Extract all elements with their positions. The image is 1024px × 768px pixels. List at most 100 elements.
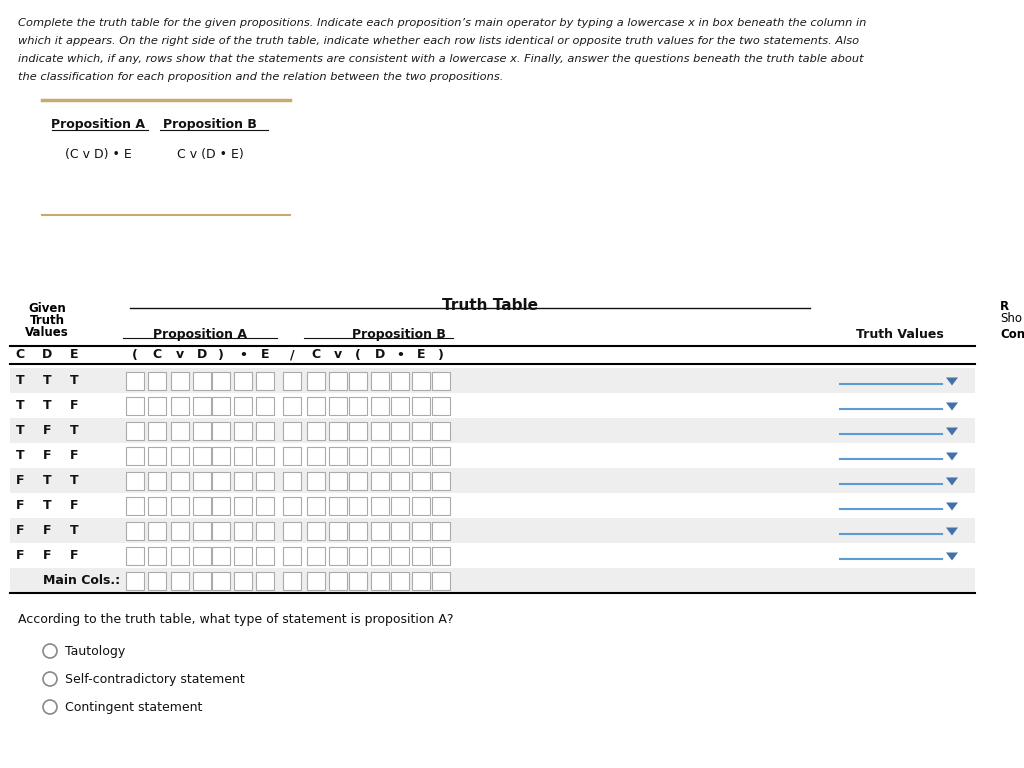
Text: v: v (334, 349, 342, 362)
Bar (283, 521, 301, 539)
Text: T: T (15, 399, 25, 412)
Text: C: C (15, 349, 25, 362)
Bar (412, 396, 430, 415)
Text: F: F (15, 474, 25, 487)
Bar (307, 396, 325, 415)
Bar (234, 422, 252, 439)
Bar (283, 422, 301, 439)
Text: (C v D) • E: (C v D) • E (65, 148, 131, 161)
Text: Sho: Sho (1000, 312, 1022, 325)
Text: Self-contradictory statement: Self-contradictory statement (65, 673, 245, 686)
Text: Truth Table: Truth Table (442, 298, 538, 313)
Bar (256, 422, 274, 439)
Text: ): ) (218, 349, 224, 362)
Bar (148, 446, 166, 465)
Bar (371, 571, 389, 590)
Text: T: T (70, 474, 78, 487)
Bar (126, 547, 144, 564)
Bar (171, 571, 189, 590)
Bar (283, 571, 301, 590)
Text: C v (D • E): C v (D • E) (176, 148, 244, 161)
Bar (171, 422, 189, 439)
Text: Proposition B: Proposition B (163, 118, 257, 131)
Bar (193, 496, 211, 515)
Bar (371, 521, 389, 539)
Bar (193, 422, 211, 439)
Text: (: ( (355, 349, 360, 362)
Bar (148, 496, 166, 515)
Bar (432, 446, 450, 465)
Bar (256, 571, 274, 590)
Bar (412, 422, 430, 439)
Bar (234, 396, 252, 415)
Bar (148, 521, 166, 539)
Bar (193, 521, 211, 539)
Bar (212, 422, 230, 439)
Text: (: ( (132, 349, 138, 362)
Bar (212, 521, 230, 539)
Text: Contingent statement: Contingent statement (65, 700, 203, 713)
Bar (307, 547, 325, 564)
Bar (212, 372, 230, 389)
Bar (283, 446, 301, 465)
Bar (329, 571, 347, 590)
Bar (329, 372, 347, 389)
Polygon shape (946, 428, 958, 435)
Text: T: T (15, 374, 25, 387)
Polygon shape (946, 402, 958, 411)
Bar (256, 396, 274, 415)
Bar (432, 547, 450, 564)
Text: D: D (42, 349, 52, 362)
Bar (391, 446, 409, 465)
Bar (193, 547, 211, 564)
Text: Proposition B: Proposition B (351, 328, 445, 341)
Text: F: F (15, 549, 25, 562)
Bar (391, 472, 409, 489)
Text: T: T (70, 524, 78, 537)
Bar (283, 396, 301, 415)
Bar (283, 372, 301, 389)
Bar (371, 547, 389, 564)
Bar (193, 396, 211, 415)
Bar (432, 396, 450, 415)
Bar (212, 571, 230, 590)
Text: F: F (70, 499, 78, 512)
Bar (193, 571, 211, 590)
Text: Proposition A: Proposition A (51, 118, 145, 131)
Bar (329, 396, 347, 415)
Bar (432, 521, 450, 539)
Bar (148, 422, 166, 439)
Text: D: D (197, 349, 207, 362)
Text: Values: Values (26, 326, 69, 339)
Bar (148, 372, 166, 389)
Bar (10, 468, 975, 493)
Bar (256, 496, 274, 515)
Bar (349, 372, 367, 389)
Bar (171, 396, 189, 415)
Bar (126, 472, 144, 489)
Bar (432, 372, 450, 389)
Text: v: v (176, 349, 184, 362)
Bar (349, 446, 367, 465)
Bar (256, 372, 274, 389)
Text: F: F (15, 524, 25, 537)
Text: /: / (290, 349, 294, 362)
Text: T: T (15, 449, 25, 462)
Bar (234, 372, 252, 389)
Bar (256, 472, 274, 489)
Text: Main Cols.:: Main Cols.: (43, 574, 120, 587)
Text: According to the truth table, what type of statement is proposition A?: According to the truth table, what type … (18, 613, 454, 626)
Bar (148, 472, 166, 489)
Text: T: T (43, 499, 51, 512)
Text: indicate which, if any, rows show that the statements are consistent with a lowe: indicate which, if any, rows show that t… (18, 54, 863, 64)
Bar (283, 496, 301, 515)
Bar (212, 472, 230, 489)
Polygon shape (946, 552, 958, 561)
Bar (234, 547, 252, 564)
Text: T: T (70, 424, 78, 437)
Bar (171, 547, 189, 564)
Bar (126, 422, 144, 439)
Bar (329, 472, 347, 489)
Text: T: T (43, 374, 51, 387)
Bar (171, 496, 189, 515)
